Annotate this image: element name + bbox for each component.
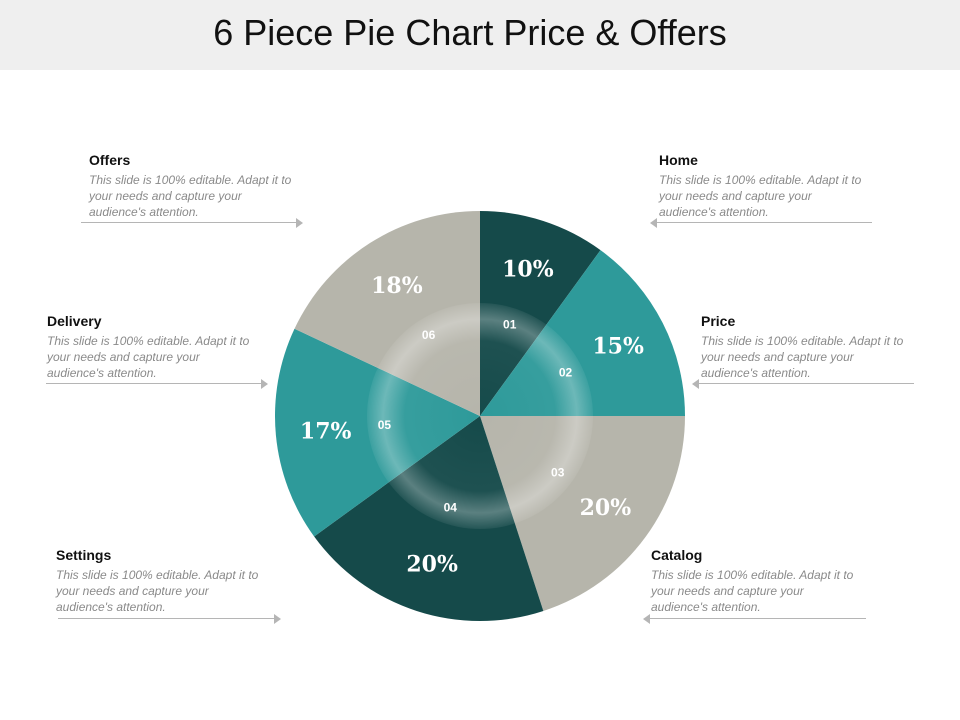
- callout-offers-text: This slide is 100% editable. Adapt it to…: [89, 173, 292, 219]
- slice-value-label: 17%: [300, 419, 352, 445]
- callout-delivery: Delivery This slide is 100% editable. Ad…: [47, 313, 267, 381]
- callout-settings-arrow: [58, 614, 281, 624]
- callout-settings: Settings This slide is 100% editable. Ad…: [56, 547, 276, 615]
- slice-value-label: 20%: [580, 495, 632, 521]
- callout-home-heading: Home: [659, 152, 698, 168]
- callout-delivery-heading: Delivery: [47, 313, 102, 329]
- callout-home: Home This slide is 100% editable. Adapt …: [659, 152, 879, 220]
- slice-value-label: 20%: [406, 551, 458, 577]
- callout-delivery-arrow: [46, 379, 268, 389]
- callout-catalog-heading: Catalog: [651, 547, 703, 563]
- page-title: 6 Piece Pie Chart Price & Offers: [213, 12, 727, 53]
- pie-labels: 10% 01 15% 02 20% 03 20% 04 17% 05 18% 06: [300, 257, 644, 578]
- callout-catalog-text: This slide is 100% editable. Adapt it to…: [651, 568, 854, 614]
- callout-settings-heading: Settings: [56, 547, 112, 563]
- slice-number-label: 02: [559, 365, 573, 379]
- callout-offers-heading: Offers: [89, 152, 131, 168]
- callout-price-text: This slide is 100% editable. Adapt it to…: [701, 334, 904, 380]
- callout-settings-text: This slide is 100% editable. Adapt it to…: [56, 568, 259, 614]
- slice-number-label: 03: [551, 465, 565, 479]
- slice-number-label: 06: [422, 328, 436, 342]
- slice-value-label: 10%: [502, 257, 554, 283]
- callout-offers: Offers This slide is 100% editable. Adap…: [89, 152, 309, 220]
- callout-home-arrow: [650, 218, 872, 228]
- callout-catalog-arrow: [643, 614, 866, 624]
- callout-price-heading: Price: [701, 313, 736, 329]
- slice-number-label: 05: [378, 418, 392, 432]
- title-bar: 6 Piece Pie Chart Price & Offers: [0, 0, 960, 70]
- inner-ring-highlight: [367, 303, 593, 529]
- callout-price-arrow: [692, 379, 914, 389]
- callout-offers-arrow: [81, 218, 303, 228]
- callout-home-text: This slide is 100% editable. Adapt it to…: [659, 173, 862, 219]
- slice-value-label: 18%: [371, 273, 423, 299]
- callout-delivery-text: This slide is 100% editable. Adapt it to…: [47, 334, 250, 380]
- slice-number-label: 01: [503, 318, 517, 332]
- callout-catalog: Catalog This slide is 100% editable. Ada…: [651, 547, 871, 615]
- slice-number-label: 04: [444, 500, 458, 514]
- slice-value-label: 15%: [592, 334, 644, 360]
- callout-price: Price This slide is 100% editable. Adapt…: [701, 313, 921, 381]
